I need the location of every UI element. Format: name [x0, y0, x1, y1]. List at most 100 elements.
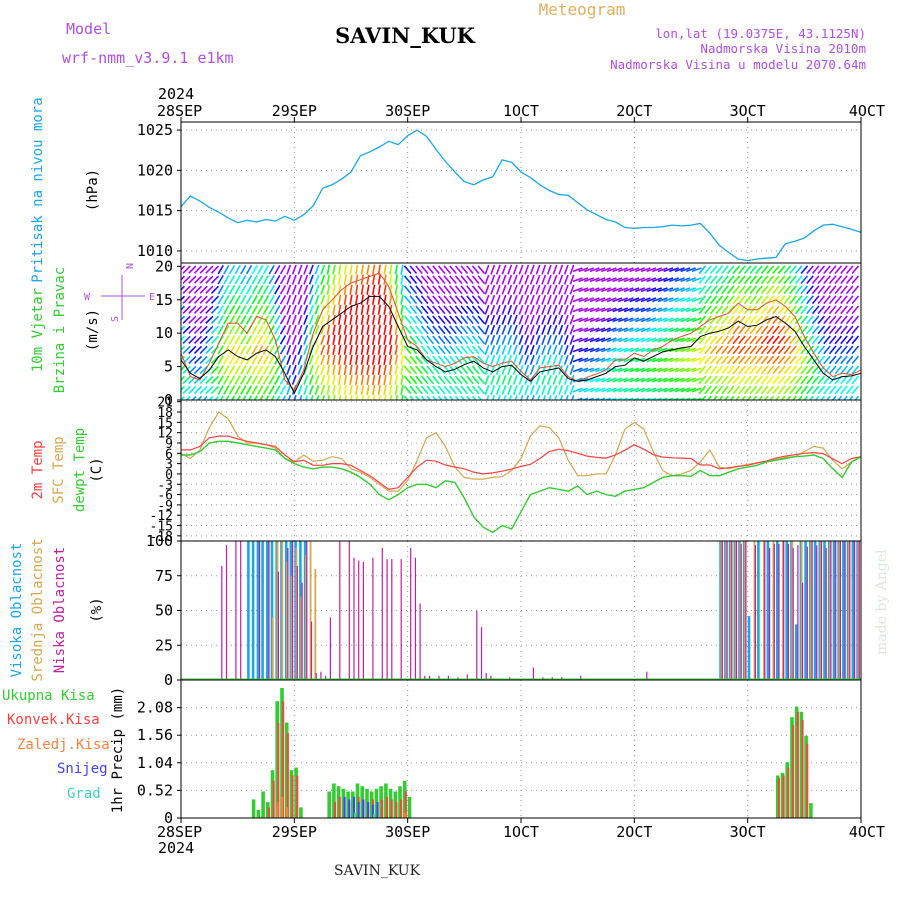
- cloud-bar: [721, 541, 723, 680]
- x-tick-label-top: 2OCT: [616, 102, 652, 120]
- wind-arrow: [800, 385, 809, 395]
- wind-arrow: [569, 274, 575, 285]
- wind-arrow: [265, 395, 270, 400]
- wind-arrow: [466, 365, 474, 375]
- wind-arrow: [394, 354, 398, 365]
- wind-arrow: [274, 295, 281, 305]
- wind-arrow: [415, 295, 423, 305]
- wind-arrow: [709, 385, 718, 395]
- wind-arrow: [332, 364, 336, 376]
- wind-arrow: [279, 335, 287, 345]
- wind-arrow: [635, 327, 645, 333]
- wind-arrow: [657, 307, 668, 313]
- wind-arrow: [732, 365, 741, 375]
- wind-arrow: [210, 315, 220, 324]
- wind-arrow: [572, 347, 583, 353]
- wind-arrow: [669, 317, 679, 323]
- wind-arrow: [490, 304, 496, 315]
- wind-arrow: [338, 354, 342, 365]
- wind-arrow: [303, 314, 309, 325]
- cloud-bar: [362, 561, 364, 680]
- wind-arrow: [320, 334, 326, 345]
- precip-bar: [787, 767, 790, 818]
- wind-arrow: [552, 324, 558, 335]
- wind-arrow: [199, 385, 208, 395]
- wind-arrow: [698, 365, 707, 375]
- wind-arrow: [415, 265, 423, 275]
- wind-arrow: [834, 335, 843, 345]
- wind-arrow: [291, 294, 297, 305]
- wind-arrow: [558, 284, 564, 295]
- wind-arrow: [691, 367, 702, 373]
- wind-arrow: [420, 315, 429, 325]
- wind-arrow: [738, 285, 746, 295]
- wind-arrow: [657, 347, 668, 353]
- wind-arrow: [606, 317, 617, 323]
- wind-arrow: [595, 277, 606, 283]
- wind-arrow: [508, 395, 513, 400]
- wind-arrow: [501, 314, 507, 325]
- cloud-bar: [235, 541, 237, 680]
- wind-arrow: [512, 304, 518, 315]
- wind-arrow: [823, 335, 831, 345]
- wind-arrow: [669, 267, 679, 273]
- precip-bar: [801, 719, 804, 818]
- wind-arrow: [495, 354, 501, 365]
- wind-arrow: [495, 375, 501, 385]
- wind-arrow: [789, 275, 797, 285]
- wind-arrow: [726, 335, 735, 345]
- wind-arrow: [460, 395, 466, 400]
- wind-arrow: [743, 365, 752, 375]
- wind-arrow: [360, 354, 364, 365]
- wind-arrow: [740, 395, 746, 400]
- wind-arrow: [794, 315, 803, 325]
- wind-arrow: [415, 305, 423, 315]
- wind-arrow: [709, 295, 718, 305]
- wind-arrow: [355, 384, 359, 396]
- wind-arrow: [326, 284, 330, 295]
- y-tick-label: 0.52: [137, 781, 173, 799]
- wind-arrow: [223, 285, 230, 295]
- wind-arrow: [193, 355, 203, 364]
- wind-arrow: [709, 265, 718, 275]
- wind-arrow: [182, 375, 191, 385]
- wind-arrow: [286, 294, 292, 305]
- wind-arrow: [291, 274, 297, 285]
- wind-arrow: [595, 347, 606, 353]
- wind-arrow: [240, 365, 247, 375]
- precip-ylabel-1: Ukupna Kisa: [2, 688, 95, 704]
- wind-arrow: [432, 355, 440, 365]
- wind-arrow: [563, 334, 569, 345]
- wind-arrow: [763, 395, 769, 400]
- wind-arrow: [529, 334, 535, 345]
- wind-arrow: [274, 315, 281, 325]
- wind-arrow: [333, 394, 336, 400]
- wind-arrow: [432, 385, 440, 395]
- wind-arrow: [303, 375, 309, 385]
- wind-arrow: [823, 325, 831, 335]
- wind-arrow: [640, 367, 651, 373]
- y-tick-label: 5: [164, 358, 173, 376]
- wind-arrow: [828, 365, 837, 375]
- wind-arrow: [432, 365, 440, 375]
- wind-arrow: [279, 285, 287, 295]
- precip-ylabel-3: Zaledj.Kisa: [17, 737, 110, 753]
- wind-arrow: [366, 364, 370, 376]
- cloud-bar: [848, 541, 850, 680]
- wind-arrow: [191, 395, 197, 400]
- wind-arrow: [629, 337, 640, 343]
- cloud-ylabel-2: Srednja Oblacnost: [30, 538, 46, 681]
- t2m-line: [181, 435, 862, 491]
- wind-arrow: [355, 304, 359, 315]
- y-tick-label: 1010: [137, 242, 173, 260]
- precip-ylabel-4: Snijeg: [57, 761, 108, 777]
- wind-arrow: [732, 315, 741, 325]
- precip-bar: [796, 711, 799, 818]
- wind-arrow: [454, 285, 463, 295]
- wind-arrow: [823, 275, 831, 285]
- wind-arrow: [691, 297, 702, 303]
- wind-arrow: [432, 345, 440, 355]
- wind-arrow: [752, 395, 758, 400]
- wind-arrow: [338, 274, 342, 285]
- y-tick-label: 20: [155, 257, 173, 275]
